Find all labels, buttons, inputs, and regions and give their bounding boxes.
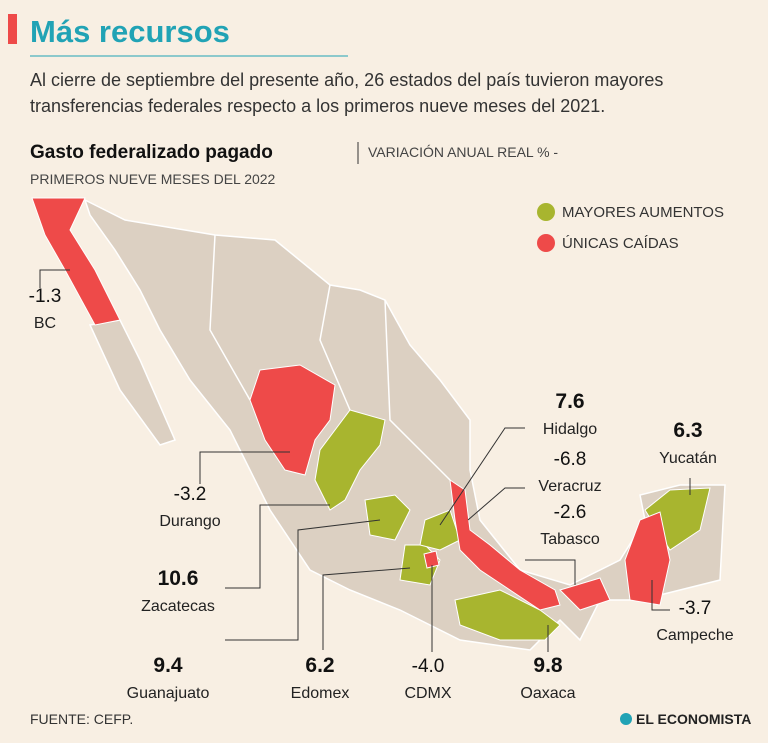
state-name: CDMX (404, 685, 451, 702)
state-value: -6.8 (554, 449, 587, 470)
state-name: Campeche (656, 627, 733, 644)
leader-line (651, 580, 670, 611)
leader-line (322, 567, 411, 650)
state-value: 10.6 (158, 567, 199, 590)
state-value: -3.7 (679, 598, 712, 619)
legend-label: ÚNICAS CAÍDAS (562, 235, 679, 252)
map-subtitle: PRIMEROS NUEVE MESES DEL 2022 (30, 171, 276, 187)
leader-line (39, 269, 70, 288)
mainland (83, 198, 726, 651)
state (449, 478, 561, 611)
state (364, 494, 411, 541)
state-name: Yucatán (659, 450, 717, 467)
legend: MAYORES AUMENTOS ÚNICAS CAÍDAS (537, 203, 724, 252)
state (423, 550, 440, 569)
title-accent (8, 14, 17, 44)
labels: -1.3 BC -3.2 Durango 10.6 Zacatecas 9.4 Guanaju… (29, 286, 734, 702)
state-name: Veracruz (538, 478, 601, 495)
state-name: Durango (159, 513, 220, 530)
state-value: 9.4 (153, 654, 183, 677)
state-value: -1.3 (29, 286, 62, 307)
state (559, 577, 611, 611)
legend-marker (537, 234, 555, 252)
leader-lines (39, 269, 691, 652)
state-name: Tabasco (540, 531, 600, 548)
state-name: Hidalgo (543, 421, 597, 438)
leader-line (225, 519, 381, 641)
leader-line (225, 504, 330, 589)
state-value: -4.0 (412, 656, 445, 677)
leader-line (439, 427, 525, 526)
state (454, 589, 561, 641)
map-title: Gasto federalizado pagado (30, 142, 273, 163)
state-name: BC (34, 315, 56, 332)
state (314, 409, 386, 511)
state (249, 364, 336, 476)
state (31, 197, 121, 326)
map-base (83, 198, 726, 651)
legend-label: MAYORES AUMENTOS (562, 204, 724, 221)
subtitle: Al cierre de septiembre del presente año… (30, 70, 663, 90)
states (31, 197, 711, 641)
title: Más recursos (30, 14, 230, 49)
leader-line (199, 451, 290, 484)
map-subtitle: VARIACIÓN ANUAL REAL % - (368, 144, 558, 160)
legend-marker (537, 203, 555, 221)
state-value: -3.2 (174, 484, 207, 505)
state-value: 6.3 (673, 419, 702, 442)
subtitle: transferencias federales respecto a los … (30, 96, 605, 116)
state-value: 9.8 (533, 654, 563, 677)
source: FUENTE: CEFP. (30, 711, 133, 727)
leader-line (467, 487, 525, 521)
brand-icon (620, 713, 632, 725)
state-name: Oaxaca (520, 685, 575, 702)
state-name: Edomex (291, 685, 350, 702)
state-value: -2.6 (554, 502, 587, 523)
state-name: Zacatecas (141, 598, 215, 615)
brand: EL ECONOMISTA (636, 711, 751, 727)
leader-line (525, 559, 576, 585)
state (624, 511, 671, 606)
state (419, 509, 461, 551)
state-borders (384, 299, 451, 481)
state-value: 7.6 (555, 390, 584, 413)
state-borders (319, 284, 351, 411)
state-value: 6.2 (305, 654, 334, 677)
state-borders (209, 234, 251, 401)
state-name: Guanajuato (127, 685, 210, 702)
